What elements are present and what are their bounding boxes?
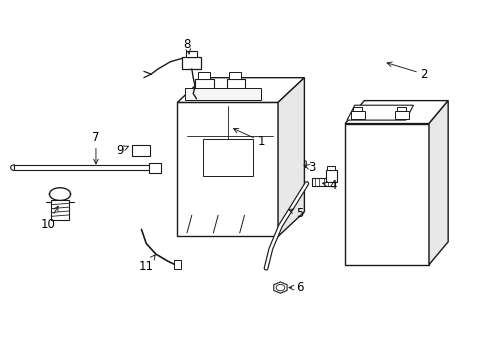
Text: 6: 6 xyxy=(288,281,303,294)
Bar xyxy=(352,107,361,111)
Polygon shape xyxy=(273,282,286,293)
Polygon shape xyxy=(292,158,305,170)
Text: 8: 8 xyxy=(183,38,190,54)
Polygon shape xyxy=(428,100,447,265)
Bar xyxy=(195,79,213,90)
Text: 5: 5 xyxy=(288,207,303,220)
Bar xyxy=(182,57,201,69)
Polygon shape xyxy=(177,78,304,102)
Bar xyxy=(185,51,196,57)
Text: 3: 3 xyxy=(303,161,315,174)
Circle shape xyxy=(416,105,427,114)
Bar xyxy=(173,260,181,269)
Text: 4: 4 xyxy=(322,179,336,192)
Bar xyxy=(311,177,334,186)
Polygon shape xyxy=(278,78,304,237)
Bar xyxy=(226,79,244,90)
Bar xyxy=(202,139,252,176)
Polygon shape xyxy=(346,105,412,120)
Bar xyxy=(327,166,334,171)
Text: 2: 2 xyxy=(386,62,427,81)
Circle shape xyxy=(137,148,144,153)
Bar xyxy=(229,72,241,79)
Text: 1: 1 xyxy=(233,129,264,148)
Bar xyxy=(394,111,407,119)
Bar xyxy=(198,72,210,79)
Circle shape xyxy=(295,161,304,167)
Bar xyxy=(396,107,405,111)
Text: 11: 11 xyxy=(139,255,155,273)
Text: 10: 10 xyxy=(41,206,58,231)
Circle shape xyxy=(276,284,284,291)
Bar xyxy=(51,201,68,220)
Polygon shape xyxy=(345,100,447,123)
Circle shape xyxy=(150,165,158,171)
Bar xyxy=(325,171,336,182)
Bar xyxy=(148,163,160,173)
Bar xyxy=(132,145,150,156)
Bar xyxy=(351,111,364,119)
Text: 7: 7 xyxy=(92,131,100,164)
Text: 9: 9 xyxy=(116,144,128,157)
Bar xyxy=(345,123,428,265)
Bar xyxy=(177,102,278,237)
Bar xyxy=(185,87,260,100)
Circle shape xyxy=(216,149,238,165)
